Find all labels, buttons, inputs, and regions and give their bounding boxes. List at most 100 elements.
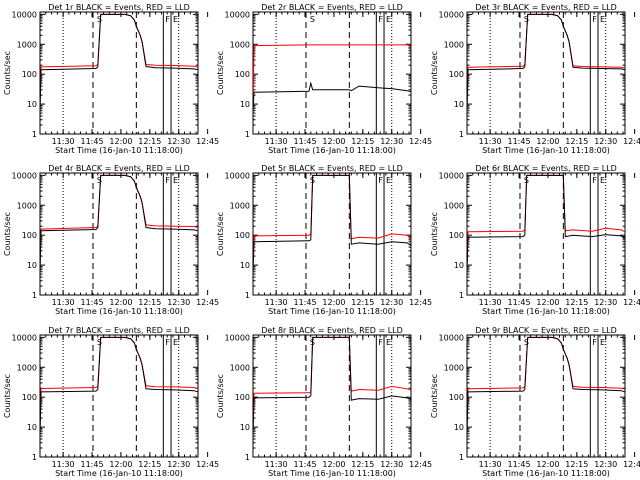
panel-title: Det 1r BLACK = Events, RED = LLD <box>48 3 190 12</box>
marker-e: E <box>386 338 391 347</box>
y-tick-label: 100 <box>22 231 37 240</box>
y-axis-label: Counts/sec <box>3 212 12 256</box>
y-tick-label: 1000 <box>444 363 464 372</box>
plot-frame <box>39 11 199 135</box>
x-tick-label: 11:45 <box>293 298 316 307</box>
series-lld <box>253 44 411 111</box>
x-tick-label: 12:15 <box>565 137 588 146</box>
plot-frame <box>252 11 412 135</box>
x-tick-label: 12:45 <box>196 137 219 146</box>
series-events <box>253 81 411 111</box>
panel-det-2: Det 2r BLACK = Events, RED = LLD 1 10 100 10… <box>216 3 432 155</box>
x-tick-label: 12:30 <box>594 137 617 146</box>
y-tick-label: 10000 <box>12 171 37 180</box>
x-axis-label: Start Time (16-Jan-10 11:18:00) <box>268 469 396 478</box>
x-tick-label: 12:15 <box>565 460 588 469</box>
x-tick-label: 12:45 <box>623 298 640 307</box>
panel-title: Det 6r BLACK = Events, RED = LLD <box>475 164 617 173</box>
panel-title: Det 8r BLACK = Events, RED = LLD <box>261 326 403 335</box>
marker-f: F <box>378 338 383 347</box>
x-tick-label: 12:15 <box>138 298 161 307</box>
y-tick-label: 100 <box>235 70 250 79</box>
y-tick-label: 1000 <box>230 40 250 49</box>
y-axis-label: Counts/sec <box>216 374 225 418</box>
y-tick-label: 10 <box>454 100 464 109</box>
y-tick-label: 10000 <box>439 333 464 342</box>
x-tick-label: 11:45 <box>293 137 316 146</box>
x-tick-label: 11:30 <box>52 298 75 307</box>
x-tick-label: 12:00 <box>536 137 559 146</box>
x-tick-label: 12:00 <box>109 460 132 469</box>
plot-frame <box>466 334 626 458</box>
marker-e: E <box>386 176 391 185</box>
x-tick-label: 12:30 <box>594 298 617 307</box>
y-tick-label: 10000 <box>12 333 37 342</box>
marker-f: F <box>165 15 170 24</box>
y-tick-label: 1 <box>32 130 37 139</box>
series-lld <box>467 13 625 111</box>
y-tick-label: 10 <box>240 261 250 270</box>
x-tick-label: 12:30 <box>380 137 403 146</box>
marker-e: E <box>173 15 178 24</box>
marker-s: S <box>310 15 315 24</box>
series-events <box>467 13 625 111</box>
marker-s: S <box>97 15 102 24</box>
marker-e: E <box>600 338 605 347</box>
panel-title: Det 2r BLACK = Events, RED = LLD <box>261 3 403 12</box>
x-axis-label: Start Time (16-Jan-10 11:18:00) <box>55 307 183 316</box>
series-lld <box>40 174 198 272</box>
marker-f: F <box>165 176 170 185</box>
x-tick-label: 12:45 <box>409 460 432 469</box>
x-tick-label: 12:30 <box>167 460 190 469</box>
marker-s: S <box>97 338 102 347</box>
x-tick-label: 11:30 <box>265 460 288 469</box>
marker-f: F <box>378 15 383 24</box>
series-events <box>467 336 625 434</box>
y-tick-label: 10000 <box>439 171 464 180</box>
panel-title: Det 9r BLACK = Events, RED = LLD <box>475 326 617 335</box>
y-tick-label: 100 <box>22 70 37 79</box>
panel-det-8: Det 8r BLACK = Events, RED = LLD 1 10 100 10… <box>216 326 432 478</box>
y-tick-label: 10 <box>27 100 37 109</box>
panel-title: Det 5r BLACK = Events, RED = LLD <box>261 164 403 173</box>
x-tick-label: 11:45 <box>507 298 530 307</box>
y-axis-label: Counts/sec <box>216 212 225 256</box>
marker-e: E <box>173 338 178 347</box>
x-tick-label: 12:45 <box>409 137 432 146</box>
x-tick-label: 11:30 <box>52 137 75 146</box>
y-tick-label: 10 <box>27 261 37 270</box>
y-tick-label: 1 <box>245 291 250 300</box>
panel-title: Det 4r BLACK = Events, RED = LLD <box>48 164 190 173</box>
x-tick-label: 11:30 <box>265 298 288 307</box>
x-tick-label: 12:00 <box>322 460 345 469</box>
marker-f: F <box>592 15 597 24</box>
plot-frame <box>466 11 626 135</box>
x-axis-label: Start Time (16-Jan-10 11:18:00) <box>482 469 610 478</box>
panel-det-7: Det 7r BLACK = Events, RED = LLD 1 10 100 10… <box>3 326 219 478</box>
marker-e: E <box>173 176 178 185</box>
x-tick-label: 12:15 <box>351 460 374 469</box>
x-tick-label: 12:00 <box>109 137 132 146</box>
x-tick-label: 11:45 <box>80 298 103 307</box>
y-tick-label: 10000 <box>225 333 250 342</box>
x-tick-label: 12:00 <box>322 137 345 146</box>
x-tick-label: 12:45 <box>409 298 432 307</box>
y-tick-label: 100 <box>22 393 37 402</box>
series-events <box>40 336 198 434</box>
y-tick-label: 10000 <box>439 10 464 19</box>
x-tick-label: 11:30 <box>265 137 288 146</box>
x-axis-label: Start Time (16-Jan-10 11:18:00) <box>55 469 183 478</box>
x-tick-label: 11:45 <box>80 460 103 469</box>
plot-frame <box>39 334 199 458</box>
plot-frame <box>252 172 412 296</box>
y-tick-label: 10000 <box>225 171 250 180</box>
marker-e: E <box>386 15 391 24</box>
marker-f: F <box>165 338 170 347</box>
panel-det-6: Det 6r BLACK = Events, RED = LLD 1 10 100 10… <box>430 164 640 316</box>
panel-title: Det 3r BLACK = Events, RED = LLD <box>475 3 617 12</box>
marker-s: S <box>524 15 529 24</box>
y-tick-label: 10 <box>240 100 250 109</box>
y-tick-label: 1000 <box>17 363 37 372</box>
plot-frame <box>39 172 199 296</box>
